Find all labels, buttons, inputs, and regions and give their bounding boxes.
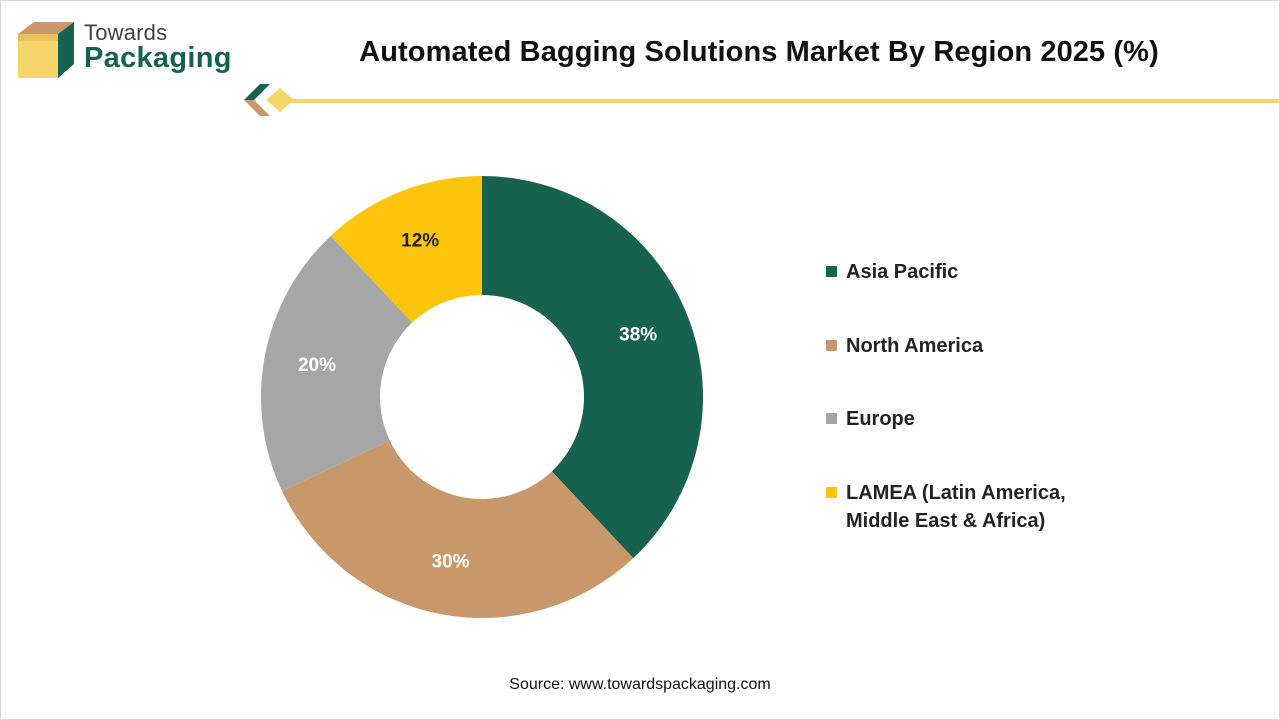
donut-slice-3 bbox=[261, 235, 413, 492]
title-divider-line bbox=[290, 99, 1280, 103]
donut-slice-2 bbox=[282, 440, 634, 618]
donut-slice-1 bbox=[482, 176, 703, 559]
donut-slice-4 bbox=[330, 176, 482, 323]
slice-data-label-2: 30% bbox=[432, 552, 470, 573]
brand-name-line1: Towards bbox=[84, 20, 168, 45]
slice-data-label-1: 38% bbox=[619, 325, 657, 346]
brand-name-line2: Packaging bbox=[84, 42, 232, 74]
legend-label: LAMEA (Latin America, Middle East & Afri… bbox=[846, 482, 1066, 532]
slice-data-label-4: 12% bbox=[401, 230, 439, 251]
chart-title: Automated Bagging Solutions Market By Re… bbox=[359, 36, 1159, 68]
brand-logo: Towards Packaging bbox=[16, 20, 246, 84]
legend-label: Europe bbox=[846, 408, 915, 430]
source-note: Source: www.towardspackaging.com bbox=[509, 676, 771, 693]
legend-label: North America bbox=[846, 335, 984, 357]
legend-swatch bbox=[826, 487, 837, 498]
slice-data-label-3: 20% bbox=[298, 355, 336, 376]
legend-swatch bbox=[826, 340, 837, 351]
legend-label: Asia Pacific bbox=[846, 261, 959, 283]
box-logo-icon bbox=[18, 22, 74, 78]
legend-swatch bbox=[826, 266, 837, 277]
legend-swatch bbox=[826, 413, 837, 424]
title-accent-icon bbox=[244, 84, 294, 116]
